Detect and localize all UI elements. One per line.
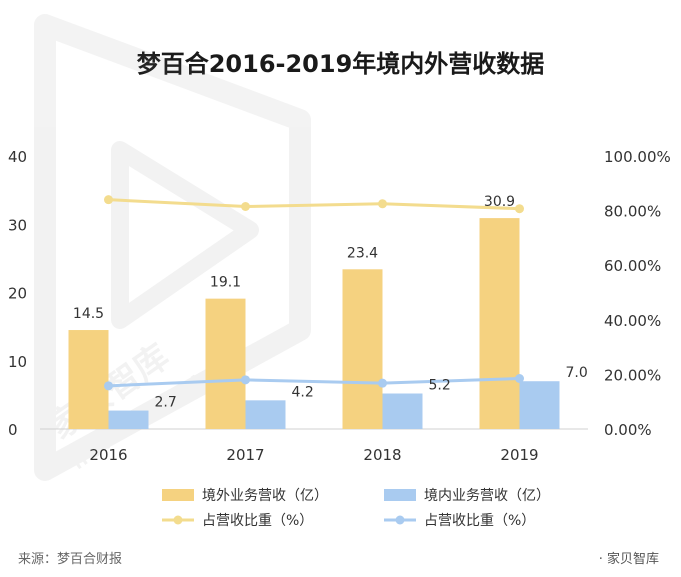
legend-label: 占营收比重（%）: [202, 513, 313, 529]
data-label: 14.5: [73, 306, 104, 322]
line-point: [104, 195, 113, 205]
x-tick-label: 2016: [89, 446, 127, 464]
legend-swatch-marker: [395, 515, 405, 525]
y-left-tick-label: 40: [8, 148, 27, 166]
legend-label: 占营收比重（%）: [424, 513, 535, 529]
line-share-domestic: [108, 376, 520, 388]
y-left-tick-label: 0: [8, 421, 18, 439]
data-label: 23.4: [347, 245, 378, 261]
y-left-tick-label: 20: [8, 285, 27, 303]
x-tick-label: 2019: [500, 446, 538, 464]
legend-swatch: [162, 489, 194, 501]
line-point: [378, 199, 387, 209]
line-point: [515, 204, 524, 214]
data-label: 4.2: [292, 384, 314, 400]
x-tick-label: 2017: [226, 446, 264, 464]
brand-label: · 家贝智库: [598, 552, 659, 567]
data-label: 30.9: [484, 194, 515, 210]
bar-domestic: [519, 381, 560, 429]
y-right-tick-label: 100.00%: [604, 148, 671, 166]
bar-overseas: [205, 298, 246, 429]
line-point: [241, 375, 250, 385]
data-label: 19.1: [210, 275, 241, 291]
legend-swatch: [384, 489, 416, 501]
y-right-tick-label: 40.00%: [604, 312, 661, 330]
legend-label: 境内业务营收（亿）: [424, 488, 550, 504]
y-right-tick-label: 20.00%: [604, 366, 661, 384]
line-point: [104, 381, 113, 391]
x-tick-label: 2018: [363, 446, 401, 464]
line-point: [515, 373, 524, 383]
line-point: [241, 202, 250, 212]
legend-swatch-marker: [173, 515, 183, 525]
line-point: [378, 378, 387, 388]
source-note: 来源：梦百合财报: [18, 552, 123, 567]
data-label: 2.7: [155, 395, 177, 411]
y-left-tick-label: 30: [8, 216, 27, 234]
bar-overseas: [68, 330, 109, 429]
legend-label: 境外业务营收（亿）: [202, 488, 328, 504]
data-label: 7.0: [566, 365, 588, 381]
data-label: 5.2: [429, 378, 451, 394]
y-right-tick-label: 60.00%: [604, 257, 661, 275]
bar-domestic: [108, 410, 149, 429]
bar-overseas: [479, 218, 520, 429]
y-right-tick-label: 80.00%: [604, 203, 661, 221]
bar-overseas: [342, 269, 383, 429]
bar-domestic: [382, 393, 423, 429]
y-right-tick-label: 0.00%: [604, 421, 652, 439]
bar-domestic: [245, 400, 286, 429]
y-left-tick-label: 10: [8, 353, 27, 371]
chart-title: 梦百合2016-2019年境内外营收数据: [136, 50, 545, 78]
line-share-overseas: [108, 198, 520, 211]
